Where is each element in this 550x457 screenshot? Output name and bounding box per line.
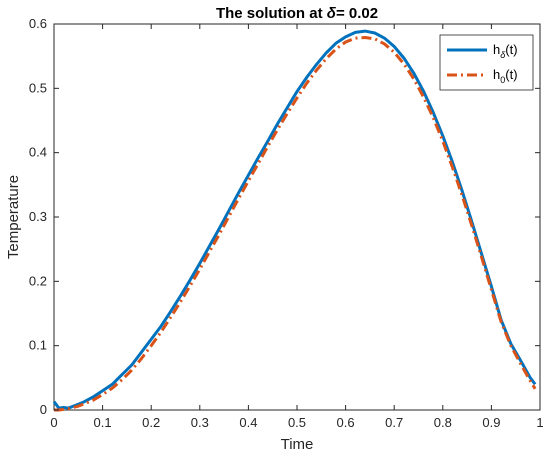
x-tick-label: 0 (50, 415, 57, 430)
legend-label-h-delta: hδ(t) (493, 42, 518, 60)
y-tick-label: 0.1 (29, 338, 47, 353)
legend-h-delta-main: h (493, 42, 500, 57)
x-tick-label: 0.1 (94, 415, 112, 430)
x-tick-label: 0.9 (482, 415, 500, 430)
y-axis-label: Temperature (5, 175, 22, 259)
y-tick-label: 0 (40, 402, 47, 417)
x-tick-label: 0.7 (385, 415, 403, 430)
legend-h-zero-main: h (493, 67, 500, 82)
x-tick-label: 0.8 (434, 415, 452, 430)
y-tick-label: 0.4 (29, 145, 47, 160)
y-tick-label: 0.3 (29, 209, 47, 224)
x-tick-label: 0.4 (239, 415, 257, 430)
chart-title: The solution at δ= 0.02 (216, 5, 378, 22)
x-axis-label: Time (281, 436, 314, 453)
x-tick-label: 0.3 (191, 415, 209, 430)
legend-h-zero-sub: 0 (500, 75, 505, 85)
title-suffix: = 0.02 (336, 5, 378, 22)
x-tick-label: 1 (536, 415, 543, 430)
legend-box (439, 34, 534, 91)
legend-h-delta-sub: δ (500, 50, 506, 60)
series-layer (52, 29, 537, 412)
legend-h-delta-tail: (t) (505, 42, 517, 57)
y-tick-label: 0.6 (29, 16, 47, 31)
x-tick-label: 0.2 (142, 415, 160, 430)
y-tick-label: 0.5 (29, 80, 47, 95)
legend-label-h-zero: h0(t) (493, 67, 518, 85)
series-line-h-delta (52, 29, 537, 410)
title-prefix: The solution at (216, 5, 327, 22)
y-tick-label: 0.2 (29, 273, 47, 288)
legend: hδ(t) h0(t) (439, 34, 534, 91)
series-line-h-zero (54, 36, 537, 412)
x-tick-label: 0.5 (288, 415, 306, 430)
legend-h-zero-tail: (t) (505, 67, 517, 82)
title-symbol: δ (327, 5, 337, 22)
x-tick-label: 0.6 (337, 415, 355, 430)
tick-layer: 0 0.1 0.2 0.3 0.4 0.5 0.6 0.7 0.8 0.9 1 0 0.1 0.2 0.3 0… (29, 16, 544, 430)
